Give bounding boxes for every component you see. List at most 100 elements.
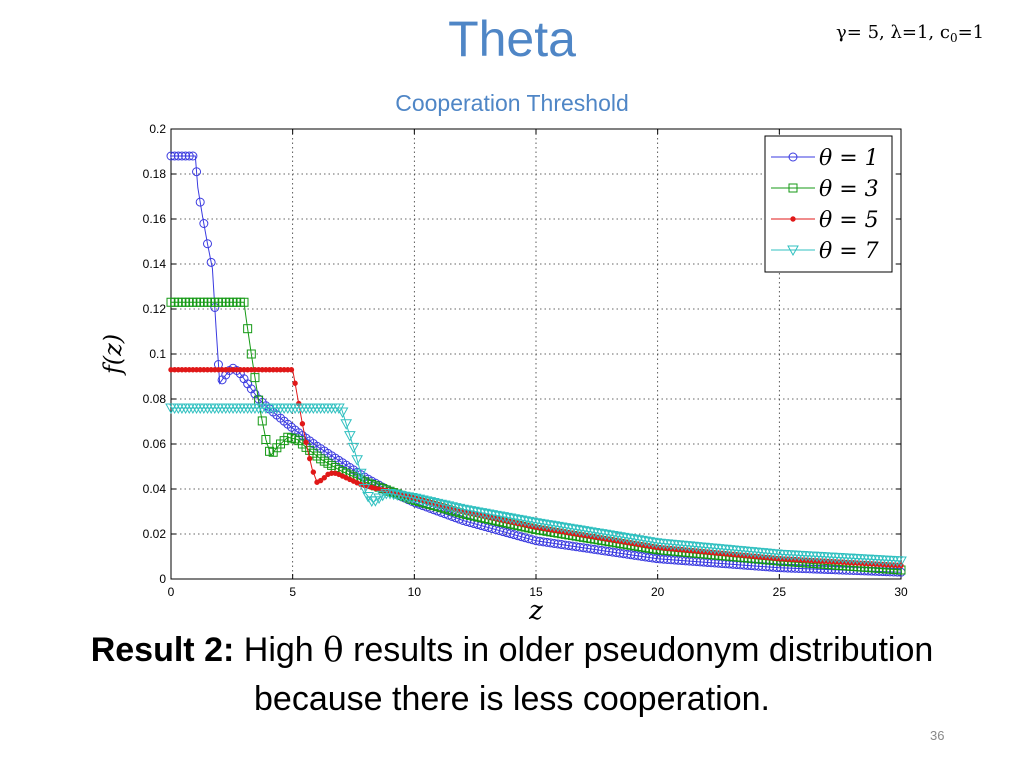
series-marker <box>566 524 579 535</box>
series-marker <box>257 416 267 426</box>
y-tick-label: 0.16 <box>143 212 167 226</box>
lambda-symbol: λ <box>890 22 902 43</box>
series-marker <box>530 518 542 529</box>
series-marker <box>181 151 191 161</box>
y-tick-label: 0 <box>159 572 166 586</box>
series-marker <box>475 508 488 519</box>
legend-marker <box>787 245 799 257</box>
series-marker <box>166 151 176 161</box>
y-tick-label: 0.02 <box>143 527 167 541</box>
series-marker <box>555 522 568 534</box>
series-marker <box>188 151 198 161</box>
series-marker <box>413 494 426 506</box>
series-marker <box>347 442 360 454</box>
x-tick-label: 15 <box>529 585 543 599</box>
series-marker <box>391 490 404 501</box>
axis-ticks: 0 5 10 15 20 25 30 0 0.02 0.04 0.06 0.08 0.1 0.12 0.14… <box>143 122 908 599</box>
series-marker <box>239 297 249 307</box>
series-marker <box>170 151 180 161</box>
chart-legend: θ = 1 θ = 3 θ = 5 θ = 7 <box>764 135 893 273</box>
series-marker <box>460 505 473 516</box>
series-marker <box>424 497 436 508</box>
series-marker <box>344 431 356 442</box>
series-marker <box>586 544 596 554</box>
series-marker <box>406 493 418 504</box>
lambda-value: =1, c <box>901 22 950 43</box>
series-marker <box>431 498 444 510</box>
series-marker <box>387 489 400 501</box>
series-marker <box>177 151 187 161</box>
y-tick-label: 0.08 <box>143 392 167 406</box>
series-marker <box>604 547 614 557</box>
series-marker <box>575 542 585 552</box>
series-marker <box>417 495 429 506</box>
series-marker <box>651 554 661 564</box>
legend-marker <box>790 216 796 222</box>
series-marker <box>292 380 298 386</box>
series-marker <box>427 498 440 509</box>
series-marker <box>486 510 499 521</box>
series-marker <box>628 534 641 546</box>
series-marker <box>192 167 202 177</box>
series-marker <box>490 510 502 522</box>
series-marker <box>354 468 367 480</box>
y-tick-label: 0.18 <box>143 167 167 181</box>
series-marker <box>617 532 630 544</box>
result-statement-line1: Result 2: High θ results in older pseudo… <box>0 630 1024 670</box>
series-marker <box>582 543 592 553</box>
series-marker <box>446 502 458 513</box>
series-marker <box>597 545 607 555</box>
series-marker <box>564 541 574 551</box>
result-text-pre: High <box>234 631 324 669</box>
series-marker <box>610 531 623 543</box>
c-value: =1 <box>957 22 985 43</box>
y-tick-label: 0.04 <box>143 482 167 496</box>
legend-label: θ = 7 <box>819 239 879 264</box>
series-marker <box>632 535 645 546</box>
series-marker <box>570 524 582 536</box>
legend-marker <box>788 183 798 193</box>
series-marker <box>614 532 626 543</box>
series-marker <box>299 421 306 427</box>
series-marker <box>243 324 253 334</box>
series-marker <box>395 491 407 502</box>
series-marker <box>482 509 495 521</box>
series-marker <box>655 554 665 564</box>
series-marker <box>336 407 349 418</box>
legend-marker <box>788 152 798 162</box>
series-marker <box>246 349 256 359</box>
series-marker <box>333 403 345 415</box>
x-tick-label: 25 <box>773 585 787 599</box>
legend-label: θ = 3 <box>819 177 879 202</box>
chart-grid <box>171 129 901 579</box>
series-marker <box>546 538 556 548</box>
series-marker <box>531 536 541 546</box>
x-tick-label: 20 <box>651 585 665 599</box>
series-marker <box>453 503 466 515</box>
series-marker <box>468 506 480 518</box>
result-text-post: results in older pseudonym distribution <box>343 631 934 669</box>
y-tick-label: 0.2 <box>149 122 166 136</box>
series-marker <box>622 549 632 559</box>
series-marker <box>519 516 531 527</box>
legend-label: θ = 5 <box>819 208 879 233</box>
series-marker <box>606 531 619 542</box>
slide-subtitle: Cooperation Threshold <box>395 90 629 116</box>
series-marker <box>619 549 629 559</box>
x-tick-label: 5 <box>289 585 296 599</box>
series-marker <box>608 547 618 557</box>
series-marker <box>603 530 615 541</box>
series-marker <box>402 492 415 503</box>
x-tick-label: 0 <box>168 585 175 599</box>
c-subscript: 0 <box>949 31 958 45</box>
chart: 0 5 10 15 20 25 30 0 0.02 0.04 0.06 0.08 0.1 0.12 0.14… <box>99 122 908 626</box>
series-marker <box>560 540 570 550</box>
series-marker <box>541 520 553 531</box>
series-marker <box>615 548 625 558</box>
series-marker <box>206 257 216 267</box>
series-marker <box>548 521 561 532</box>
series-marker <box>464 506 477 517</box>
series-marker <box>303 439 309 446</box>
series-marker <box>479 508 491 520</box>
series-marker <box>592 528 604 540</box>
